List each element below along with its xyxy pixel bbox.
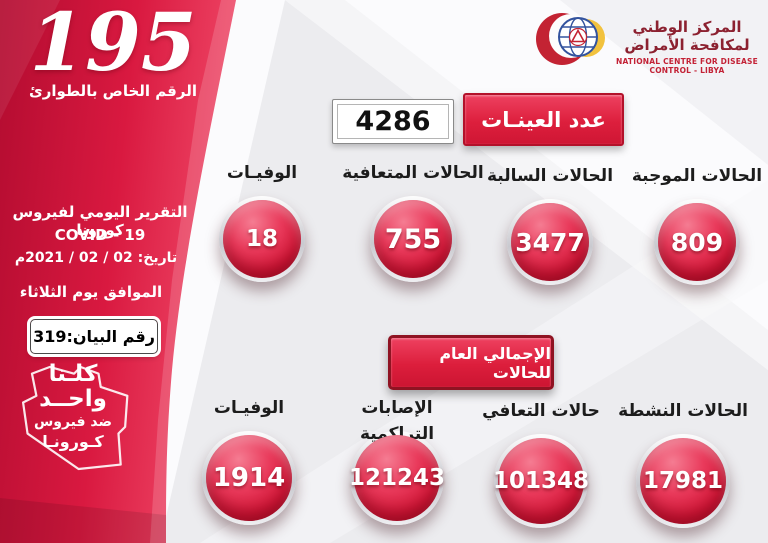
stat-label: الوفيـات	[213, 398, 285, 418]
stat-active-cases: الحالات النشطة 17981	[608, 398, 758, 528]
report-date: تاريخ: 02 / 02 / 2021م	[14, 250, 178, 266]
crescent-globe-icon	[536, 6, 608, 76]
stat-value: 755	[374, 200, 452, 278]
stat-label: الإصابات التراكمية	[359, 398, 435, 444]
slogan-line: كلـنا	[48, 361, 98, 387]
samples-value-box: 4286	[332, 99, 454, 144]
report-title: التقرير اليومي لفيروس كورونا	[12, 203, 188, 239]
stat-value: 809	[658, 203, 736, 281]
stat-label: الحالات المتعافية	[342, 163, 484, 183]
stat-circle: 809	[654, 199, 740, 285]
report-day: الموافق يوم الثلاثاء	[19, 283, 163, 301]
samples-banner: عدد العينـات	[463, 93, 624, 146]
stat-positive-cases: الحالات الموجبة 809	[622, 163, 768, 285]
stat-value: 18	[223, 200, 301, 278]
stat-label: الوفيـات	[226, 163, 298, 183]
ncdc-logo-text: المركز الوطني لمكافحة الأمراض NATIONAL C…	[610, 18, 764, 75]
statement-number-box: رقم البيان:319	[27, 316, 161, 357]
stat-value: 1914	[206, 435, 292, 521]
stat-recovered-cases: الحالات المتعافية 755	[338, 160, 488, 282]
stat-deaths-daily: الوفيـات 18	[187, 160, 337, 282]
slogan-block: كلـنا واحــد ضد فيروس كـورونـا	[12, 358, 134, 478]
stat-circle: 101348	[493, 434, 589, 528]
stat-circle: 755	[370, 196, 456, 282]
stat-circle: 1914	[202, 431, 296, 525]
stat-value: 3477	[511, 203, 589, 281]
stat-negative-cases: الحالات السالبة 3477	[475, 163, 625, 285]
emergency-number-label: الرقم الخاص بالطوارئ	[29, 82, 197, 100]
totals-banner: الإجمالي العام للحالات	[388, 335, 554, 390]
slogan-line: واحــد	[39, 386, 107, 413]
stat-value: 121243	[349, 435, 445, 521]
stat-label: الحالات السالبة	[486, 166, 614, 186]
libya-map-outline-icon	[21, 365, 129, 471]
stat-circle: 17981	[636, 434, 730, 528]
stat-circle: 121243	[349, 431, 445, 525]
emergency-number-block: 195 الرقم الخاص بالطوارئ	[18, 0, 208, 100]
stat-deaths-total: الوفيـات 1914	[174, 395, 324, 525]
ncdc-logo: المركز الوطني لمكافحة الأمراض NATIONAL C…	[536, 6, 764, 76]
stat-label: الحالات النشطة	[618, 401, 748, 421]
stat-circle: 3477	[507, 199, 593, 285]
slogan-line: ضد فيروس	[33, 413, 113, 430]
stat-circle: 18	[219, 196, 305, 282]
stat-value: 17981	[640, 438, 726, 524]
slogan-text: كلـنا واحــد ضد فيروس كـورونـا	[12, 358, 134, 453]
stat-label: الحالات الموجبة	[631, 166, 763, 186]
stat-cumulative-infections: الإصابات التراكمية 121243	[322, 395, 472, 525]
stat-label: حالات التعافي	[482, 401, 600, 421]
emergency-number: 195	[29, 0, 197, 89]
covid-label: COVID - 19	[54, 226, 146, 244]
slogan-line: كـورونـا	[42, 432, 104, 452]
stat-value: 101348	[493, 438, 589, 524]
ncdc-name-english: NATIONAL CENTRE FOR DISEASE CONTROL - LI…	[616, 57, 758, 75]
ncdc-name-arabic: المركز الوطني لمكافحة الأمراض	[624, 18, 750, 54]
stat-recovery-total: حالات التعافي 101348	[466, 398, 616, 528]
